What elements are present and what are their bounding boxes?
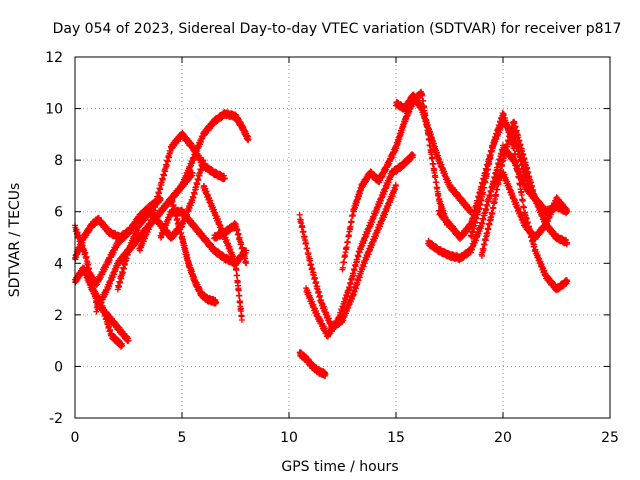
x-tick-label: 20	[494, 430, 512, 446]
x-tick-label: 10	[280, 430, 298, 446]
data-point	[341, 259, 348, 266]
data-point	[343, 244, 350, 251]
data-point	[519, 197, 526, 204]
x-tick-label: 25	[601, 430, 619, 446]
data-point	[420, 97, 427, 104]
data-point	[512, 151, 519, 158]
series-arc-19	[435, 117, 571, 243]
axis-ticks: 0 5 10 15 20 25 -2 0 2 4 6 8 10 12	[45, 50, 619, 446]
y-tick-label: 10	[45, 102, 63, 118]
data-point	[236, 292, 243, 299]
data-point	[521, 204, 528, 211]
data-point	[564, 208, 571, 215]
y-tick-label: 6	[54, 205, 63, 221]
y-tick-label: 8	[54, 153, 63, 169]
y-tick-label: 4	[54, 256, 63, 272]
y-tick-label: 12	[45, 50, 63, 66]
plot-frame	[74, 56, 611, 419]
data-point	[485, 166, 492, 173]
data-point	[322, 371, 329, 378]
series-arc-15	[303, 151, 417, 340]
series-arc-12	[211, 220, 250, 267]
y-axis-title: SDTVAR / TECUs	[7, 183, 23, 298]
chart-title: Day 054 of 2023, Sidereal Day-to-day VTE…	[53, 21, 622, 37]
data-point	[433, 179, 440, 186]
data-point	[514, 168, 521, 175]
x-axis-title: GPS time / hours	[281, 459, 398, 475]
data-point	[125, 337, 132, 344]
data-point	[493, 191, 500, 198]
series-arc-3	[72, 214, 134, 263]
data-point	[488, 147, 495, 154]
data-point	[348, 218, 355, 225]
data-point	[419, 92, 426, 99]
y-tick-label: 0	[54, 359, 63, 375]
data-point	[339, 264, 346, 271]
data-point	[564, 239, 571, 246]
data-point	[213, 298, 220, 305]
series-arc-13	[296, 349, 329, 379]
data-point	[119, 342, 126, 349]
data-points	[72, 88, 571, 379]
data-point	[429, 155, 436, 162]
series-arc-17	[393, 91, 474, 216]
series-arc-9	[168, 195, 220, 307]
y-tick-label: 2	[54, 308, 63, 324]
data-point	[221, 175, 228, 182]
data-point	[189, 170, 196, 177]
x-tick-label: 15	[387, 430, 405, 446]
x-tick-label: 0	[71, 430, 80, 446]
series-arc-10	[179, 109, 252, 191]
data-point	[516, 174, 523, 181]
data-point	[393, 182, 399, 189]
x-tick-label: 5	[178, 430, 187, 446]
data-point	[494, 186, 501, 193]
data-point	[489, 210, 496, 217]
data-point	[344, 238, 351, 245]
data-point	[564, 278, 571, 285]
data-point	[234, 272, 241, 279]
data-point	[238, 317, 245, 324]
series-arc-22	[489, 169, 571, 243]
series-arc-14	[296, 182, 399, 333]
data-point	[511, 145, 518, 152]
data-point	[410, 151, 417, 158]
data-point	[243, 247, 250, 254]
data-point	[245, 136, 252, 143]
data-point	[243, 260, 250, 267]
y-tick-label: -2	[49, 411, 63, 427]
data-point	[233, 267, 240, 274]
data-point	[481, 184, 488, 191]
